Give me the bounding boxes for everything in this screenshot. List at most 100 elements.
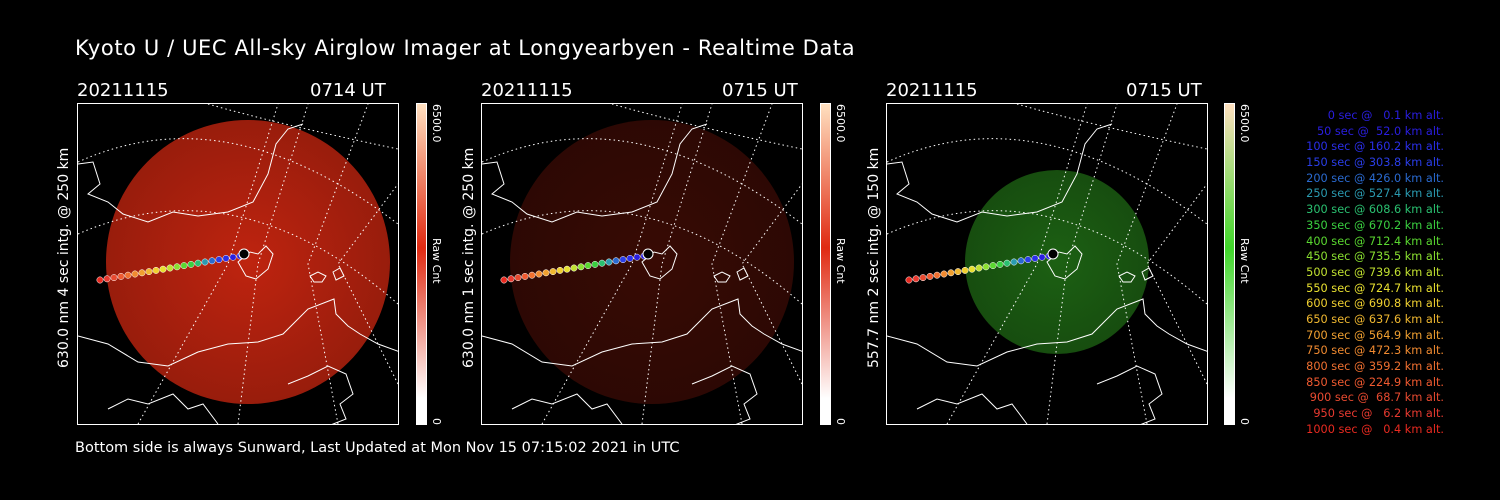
coastline xyxy=(641,245,678,280)
panel-1-colorbar-unit: Raw Cnt xyxy=(430,238,443,284)
track-point xyxy=(619,256,627,264)
track-point xyxy=(187,260,195,268)
coastline xyxy=(887,298,1207,367)
coastline xyxy=(332,267,345,281)
airglow-disc xyxy=(965,170,1149,354)
panel-2-colorbar-unit: Raw Cnt xyxy=(834,238,847,284)
track-point xyxy=(989,262,997,270)
track-point xyxy=(514,274,522,282)
track-point xyxy=(138,269,146,277)
panel-1-colorbar-max: 6500.0 xyxy=(430,104,443,143)
track-point xyxy=(208,257,216,265)
track-point xyxy=(215,256,223,264)
panel-1-colorbar xyxy=(416,103,427,425)
track-point xyxy=(159,265,167,273)
track-point xyxy=(201,258,209,266)
geographic-grid-line xyxy=(482,138,802,225)
coastline xyxy=(482,123,708,223)
geographic-grid-line xyxy=(307,104,369,424)
track-point xyxy=(521,272,529,280)
track-point xyxy=(500,276,508,284)
track-point xyxy=(584,262,592,270)
track-point xyxy=(124,271,132,279)
legend-entry: 850 sec @ 224.9 km alt. xyxy=(1306,375,1444,389)
track-point xyxy=(180,262,188,270)
legend-entry: 900 sec @ 68.7 km alt. xyxy=(1309,391,1444,405)
track-point xyxy=(1031,254,1039,262)
legend-entry: 1000 sec @ 0.4 km alt. xyxy=(1306,422,1444,436)
track-point xyxy=(933,271,941,279)
geographic-grid-line xyxy=(711,104,773,424)
geographic-grid-line xyxy=(482,210,802,305)
coastline xyxy=(691,365,758,424)
track-point xyxy=(131,270,139,278)
station-marker xyxy=(1047,248,1059,260)
panel-2-time: 0715 UT xyxy=(722,80,798,101)
track-point xyxy=(598,259,606,267)
coastline xyxy=(78,298,398,367)
track-point xyxy=(1010,258,1018,266)
track-point xyxy=(152,266,160,274)
legend-entry: 350 sec @ 670.2 km alt. xyxy=(1306,218,1444,232)
geographic-grid-line xyxy=(887,138,1207,225)
panel-2-allsky-image xyxy=(481,103,803,425)
track-point xyxy=(633,253,641,261)
track-point xyxy=(954,268,962,276)
track-point xyxy=(947,269,955,277)
track-point xyxy=(940,270,948,278)
panel-3-wavelength-label: 557.7 nm 2 sec intg. @ 150 km xyxy=(866,147,882,368)
legend-entry: 450 sec @ 735.5 km alt. xyxy=(1306,250,1444,264)
coastline xyxy=(713,271,731,283)
coastline xyxy=(237,245,274,280)
track-point xyxy=(145,268,153,276)
coastline xyxy=(916,393,1028,424)
panel-3-colorbar-unit: Raw Cnt xyxy=(1238,238,1251,284)
track-point xyxy=(612,257,620,265)
time-altitude-legend: 0 sec @ 0.1 km alt. 50 sec @ 52.0 km alt.… xyxy=(1262,108,1444,437)
legend-entry: 0 sec @ 0.1 km alt. xyxy=(1327,109,1444,122)
panel-2-colorbar-max: 6500.0 xyxy=(834,104,847,143)
panel-3-allsky-image xyxy=(886,103,1208,425)
coastline xyxy=(309,271,327,283)
update-footer: Bottom side is always Sunward, Last Upda… xyxy=(75,440,680,456)
legend-entry: 300 sec @ 608.6 km alt. xyxy=(1306,203,1444,217)
track-point xyxy=(968,265,976,273)
panel-1-allsky-image xyxy=(77,103,399,425)
track-point xyxy=(975,264,983,272)
legend-entry: 500 sec @ 739.6 km alt. xyxy=(1306,265,1444,279)
legend-entry: 800 sec @ 359.2 km alt. xyxy=(1306,360,1444,373)
track-point xyxy=(535,270,543,278)
panel-1-date: 20211115 xyxy=(77,80,169,101)
legend-entry: 400 sec @ 712.4 km alt. xyxy=(1306,234,1444,248)
page-title: Kyoto U / UEC All-sky Airglow Imager at … xyxy=(75,36,856,60)
coastline xyxy=(887,123,1113,223)
coastline xyxy=(78,123,304,223)
track-point xyxy=(556,266,564,274)
geographic-grid-line xyxy=(1116,104,1178,424)
track-point xyxy=(996,260,1004,268)
geographic-grid-line xyxy=(611,104,802,150)
coastline xyxy=(1046,245,1083,280)
coastline xyxy=(511,393,623,424)
track-point xyxy=(605,258,613,266)
legend-entry: 950 sec @ 6.2 km alt. xyxy=(1313,407,1444,421)
track-point xyxy=(563,265,571,273)
track-point xyxy=(961,266,969,274)
track-point xyxy=(1003,259,1011,267)
track-point xyxy=(507,275,515,283)
panel-1-colorbar-min: 0 xyxy=(430,418,443,425)
geographic-grid-line xyxy=(78,210,398,305)
legend-entry: 150 sec @ 303.8 km alt. xyxy=(1306,156,1444,170)
panel-3-date: 20211115 xyxy=(886,80,978,101)
track-point xyxy=(570,264,578,272)
airglow-disc xyxy=(510,120,794,404)
legend-entry: 550 sec @ 724.7 km alt. xyxy=(1306,281,1444,295)
coastline xyxy=(482,298,802,367)
panel-3-time: 0715 UT xyxy=(1126,80,1202,101)
panel-2-colorbar-min: 0 xyxy=(834,418,847,425)
panel-1-wavelength-label: 630.0 nm 4 sec intg. @ 250 km xyxy=(56,147,72,368)
track-point xyxy=(110,274,118,282)
panel-3-colorbar-max: 6500.0 xyxy=(1238,104,1251,143)
legend-entry: 750 sec @ 472.3 km alt. xyxy=(1306,344,1444,358)
legend-entry: 600 sec @ 690.8 km alt. xyxy=(1306,297,1444,311)
